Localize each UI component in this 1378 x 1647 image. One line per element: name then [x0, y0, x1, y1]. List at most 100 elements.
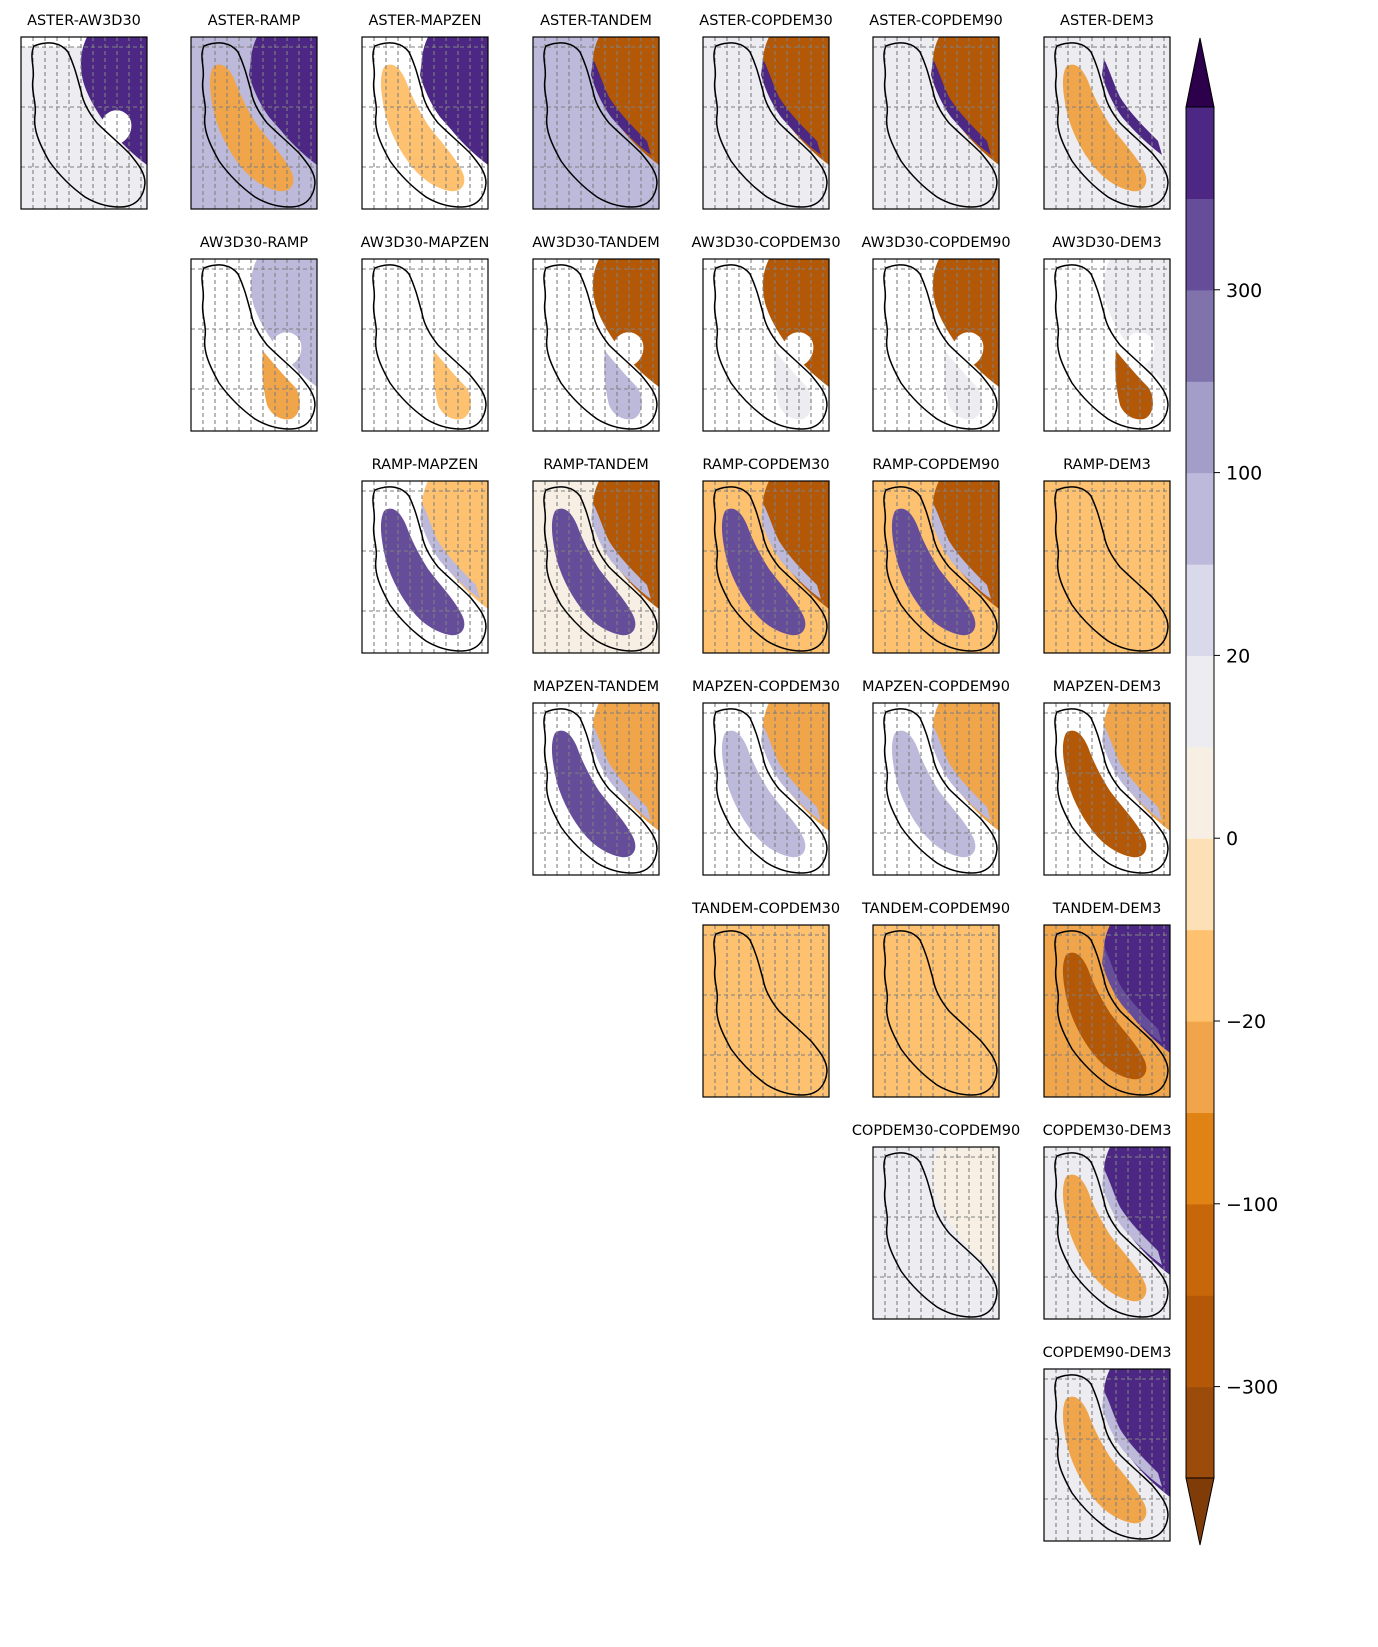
grid-lines	[1044, 481, 1170, 653]
colorbar-segment	[1186, 107, 1214, 199]
panel-title: MAPZEN-TANDEM	[533, 679, 659, 695]
panel-title: ASTER-COPDEM30	[699, 13, 832, 29]
colorbar-segment	[1186, 929, 1214, 1022]
difference-map	[1044, 703, 1170, 875]
difference-map	[1044, 1147, 1170, 1319]
difference-map	[191, 259, 317, 431]
difference-map	[362, 259, 488, 431]
grid-lines	[1044, 37, 1170, 209]
panel-ramp-copdem30: RAMP-COPDEM30	[702, 457, 830, 654]
grid-lines	[362, 259, 488, 431]
panel-title: ASTER-DEM3	[1060, 13, 1154, 29]
difference-map	[1044, 259, 1170, 431]
grid-lines	[21, 37, 147, 209]
panel-frame	[532, 36, 660, 210]
panel-title: RAMP-COPDEM30	[702, 457, 829, 473]
colorbar-segment	[1186, 198, 1214, 291]
panel-aw3d30-mapzen: AW3D30-MAPZEN	[361, 235, 490, 432]
difference-map	[873, 37, 999, 209]
difference-map	[362, 481, 488, 653]
difference-map	[533, 259, 659, 431]
colorbar-segment	[1186, 381, 1214, 474]
grid-lines	[533, 259, 659, 431]
grid-lines	[1044, 1369, 1170, 1541]
colorbar-extend-max	[1185, 37, 1215, 108]
panel-frame	[190, 258, 318, 432]
panel-frame	[361, 480, 489, 654]
panel-title: MAPZEN-COPDEM90	[862, 679, 1010, 695]
panel-frame	[702, 480, 830, 654]
panel-frame	[1043, 924, 1171, 1098]
panel-aster-ramp: ASTER-RAMP	[190, 13, 318, 210]
panel-title: MAPZEN-COPDEM30	[692, 679, 840, 695]
difference-map	[703, 925, 829, 1097]
panel-title: AW3D30-TANDEM	[532, 235, 660, 251]
panel-aw3d30-dem3: AW3D30-DEM3	[1043, 235, 1171, 432]
panel-aw3d30-copdem90: AW3D30-COPDEM90	[861, 235, 1011, 432]
difference-map	[703, 481, 829, 653]
panel-title: AW3D30-MAPZEN	[361, 235, 490, 251]
panel-mapzen-dem3: MAPZEN-DEM3	[1043, 679, 1171, 876]
panel-frame	[872, 258, 1000, 432]
panel-title: COPDEM90-DEM3	[1043, 1345, 1172, 1361]
grid-lines	[362, 481, 488, 653]
panel-title: RAMP-COPDEM90	[872, 457, 999, 473]
grid-lines	[1044, 259, 1170, 431]
panel-frame	[361, 36, 489, 210]
panel-title: ASTER-RAMP	[208, 13, 301, 29]
colorbar-segment	[1186, 1112, 1214, 1205]
grid-lines	[873, 259, 999, 431]
grid-lines	[873, 481, 999, 653]
panel-title: ASTER-COPDEM90	[869, 13, 1002, 29]
grid-lines	[873, 703, 999, 875]
grid-lines	[1044, 925, 1170, 1097]
colorbar: 300 100 20 0 −20 −100 −300	[1185, 37, 1278, 1546]
colorbar-segment	[1186, 289, 1214, 382]
difference-map	[362, 37, 488, 209]
colorbar-segment	[1186, 1295, 1214, 1388]
panel-frame	[702, 924, 830, 1098]
difference-map	[21, 37, 147, 209]
panel-title: COPDEM30-COPDEM90	[852, 1123, 1020, 1139]
panel-title: TANDEM-DEM3	[1052, 901, 1162, 917]
panel-frame	[532, 702, 660, 876]
difference-map	[703, 259, 829, 431]
panel-mapzen-copdem30: MAPZEN-COPDEM30	[692, 679, 840, 876]
panel-title: COPDEM30-DEM3	[1043, 1123, 1172, 1139]
panel-frame	[1043, 702, 1171, 876]
panel-aster-dem3: ASTER-DEM3	[1043, 13, 1171, 210]
colorbar-tick-label: 300	[1226, 280, 1262, 302]
panel-frame	[1043, 1146, 1171, 1320]
colorbar-segment	[1186, 1021, 1214, 1113]
colorbar-tick-label: −20	[1226, 1011, 1266, 1033]
grid-lines	[703, 925, 829, 1097]
colorbar-segment	[1186, 472, 1214, 565]
difference-map	[873, 1147, 999, 1319]
panel-aster-copdem30: ASTER-COPDEM30	[699, 13, 833, 210]
difference-map	[1044, 37, 1170, 209]
colorbar-segment	[1186, 564, 1214, 656]
colorbar-extend-min	[1185, 1477, 1215, 1546]
panel-title: MAPZEN-DEM3	[1053, 679, 1161, 695]
panel-frame	[872, 480, 1000, 654]
panel-title: RAMP-TANDEM	[543, 457, 649, 473]
panel-frame	[1043, 1368, 1171, 1542]
grid-lines	[1044, 703, 1170, 875]
panel-title: RAMP-MAPZEN	[372, 457, 479, 473]
panel-frame	[702, 36, 830, 210]
panel-mapzen-tandem: MAPZEN-TANDEM	[532, 679, 660, 876]
difference-map	[533, 481, 659, 653]
difference-map	[1044, 925, 1170, 1097]
panel-copdem30-copdem90: COPDEM30-COPDEM90	[852, 1123, 1020, 1320]
panel-aster-copdem90: ASTER-COPDEM90	[869, 13, 1003, 210]
colorbar-frame	[1185, 106, 1215, 1479]
difference-map	[533, 703, 659, 875]
panel-tandem-copdem90: TANDEM-COPDEM90	[861, 901, 1010, 1098]
difference-map	[191, 37, 317, 209]
panel-title: AW3D30-DEM3	[1052, 235, 1162, 251]
panel-ramp-copdem90: RAMP-COPDEM90	[872, 457, 1000, 654]
panel-tandem-dem3: TANDEM-DEM3	[1043, 901, 1171, 1098]
difference-map	[533, 37, 659, 209]
panel-title: ASTER-MAPZEN	[369, 13, 482, 29]
